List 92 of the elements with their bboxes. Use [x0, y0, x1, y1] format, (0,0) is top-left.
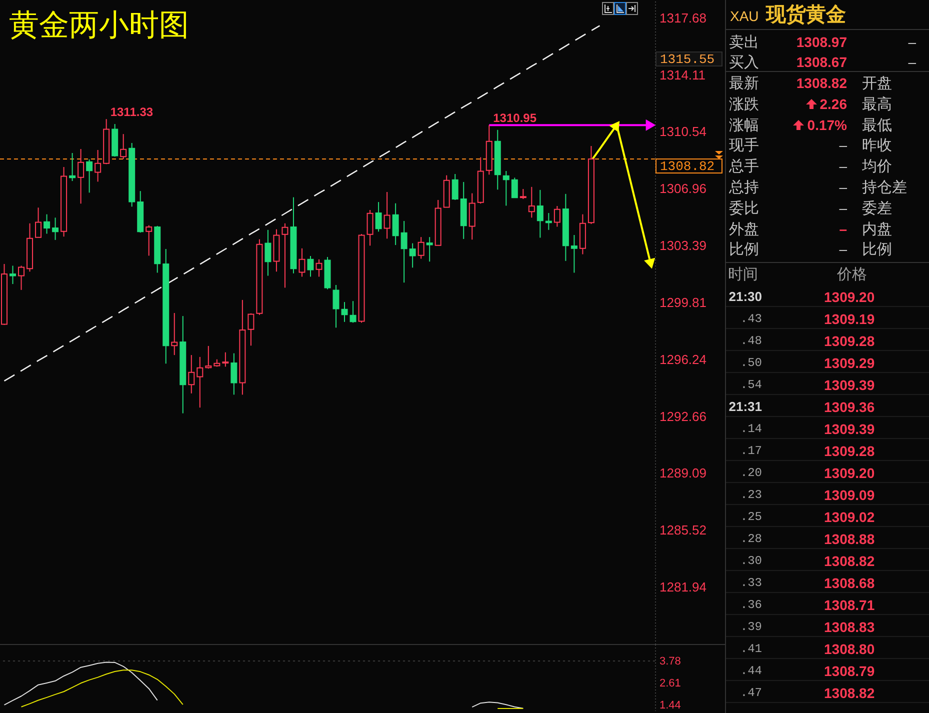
y-tick-label: 1303.39	[660, 238, 706, 253]
text: 价格	[837, 264, 867, 284]
text: .48	[740, 332, 762, 349]
text: .50	[740, 354, 762, 371]
text: 内盘	[862, 218, 892, 239]
text: –	[839, 198, 847, 217]
text: 现手	[729, 135, 759, 156]
text: 最高	[862, 94, 892, 114]
text: 1309.28	[824, 332, 875, 350]
y-tick-label: 1314.11	[660, 67, 706, 82]
text: 2.26	[820, 94, 847, 113]
text: 1308.97	[796, 33, 847, 51]
y-tick-label: 1281.94	[660, 580, 706, 595]
text: 1308.80	[824, 640, 875, 658]
text: –	[839, 136, 847, 154]
y-tick-label: 1299.81	[660, 294, 706, 310]
text: 外盘	[729, 218, 759, 239]
text: .43	[740, 310, 762, 327]
text: 开盘	[862, 73, 892, 93]
y-tick-label: 2.61	[660, 677, 681, 690]
text: .44	[740, 662, 762, 679]
text: .25	[740, 508, 762, 525]
text: .41	[740, 640, 762, 657]
text: 1308.67	[796, 53, 847, 71]
text: 委比	[729, 198, 759, 218]
text: –	[839, 240, 847, 258]
text: –	[908, 33, 916, 51]
text: 1308.83	[824, 618, 875, 636]
y-tick-label: 1317.68	[660, 10, 706, 26]
text: .54	[740, 376, 762, 393]
text: 涨跌	[729, 94, 759, 114]
text: 1309.02	[824, 508, 875, 526]
text: –	[839, 157, 847, 176]
text: 时间	[728, 264, 758, 284]
text: 1309.29	[824, 354, 875, 372]
text: 1308.88	[824, 530, 875, 548]
text: 1308.82	[796, 74, 847, 92]
text: 比例	[729, 239, 759, 260]
text: 1309.09	[824, 486, 875, 504]
y-tick-label: 1285.52	[660, 522, 706, 538]
text: .33	[740, 574, 762, 591]
ref-line-label: 1308.82	[660, 159, 715, 174]
text: .30	[740, 552, 762, 569]
text: 1308.71	[824, 596, 875, 614]
text: .23	[740, 486, 762, 503]
text: 1309.20	[824, 288, 875, 306]
text: 总持	[729, 177, 759, 197]
text: 最低	[862, 114, 892, 135]
text: .14	[740, 420, 762, 437]
text: 涨幅	[729, 114, 759, 135]
chart-title: 黄金两小时图	[9, 8, 189, 43]
text: 卖出	[729, 32, 759, 52]
text: 1308.79	[824, 662, 875, 680]
y-tick-label: 1289.09	[660, 466, 706, 481]
y-tick-label: 1296.24	[660, 352, 706, 367]
text: 1309.28	[824, 442, 875, 460]
text: 1309.19	[824, 310, 875, 328]
text: .47	[740, 684, 762, 701]
text: –	[908, 53, 916, 71]
text: 21:31	[728, 398, 762, 416]
text: .28	[740, 530, 762, 547]
text: 1308.68	[824, 574, 875, 592]
text: 1309.20	[824, 464, 875, 482]
text: 买入	[729, 52, 759, 72]
y-tick-label: 3.78	[660, 655, 681, 668]
text: 最新	[729, 73, 759, 93]
text: 持仓差	[862, 177, 907, 197]
text: 均价	[862, 156, 892, 176]
text: .17	[740, 442, 762, 459]
text: 1315.55	[660, 52, 715, 67]
text: XAU 现货黄金	[730, 2, 846, 26]
text: 1309.39	[824, 376, 875, 394]
text: 1309.39	[824, 420, 875, 438]
y-tick-label: 1310.54	[660, 124, 706, 140]
text: .20	[740, 464, 762, 481]
text: 1308.82	[824, 552, 875, 570]
text: –	[839, 178, 847, 196]
text: 昨收	[862, 135, 892, 156]
text: 比例	[862, 239, 892, 260]
text: 1309.36	[824, 398, 875, 416]
text: –	[839, 220, 847, 238]
text: .39	[740, 618, 762, 635]
text: 1308.82	[824, 684, 875, 702]
text: 21:30	[728, 288, 762, 306]
y-tick-label: 1292.66	[660, 408, 706, 424]
text: .36	[740, 596, 762, 613]
y-tick-label: 1306.96	[660, 181, 706, 196]
text: 0.17%	[807, 116, 847, 134]
text: 委差	[862, 198, 892, 218]
text: 1311.33	[110, 105, 154, 120]
y-tick-label: 1.44	[660, 699, 681, 712]
text: 总手	[729, 156, 759, 176]
